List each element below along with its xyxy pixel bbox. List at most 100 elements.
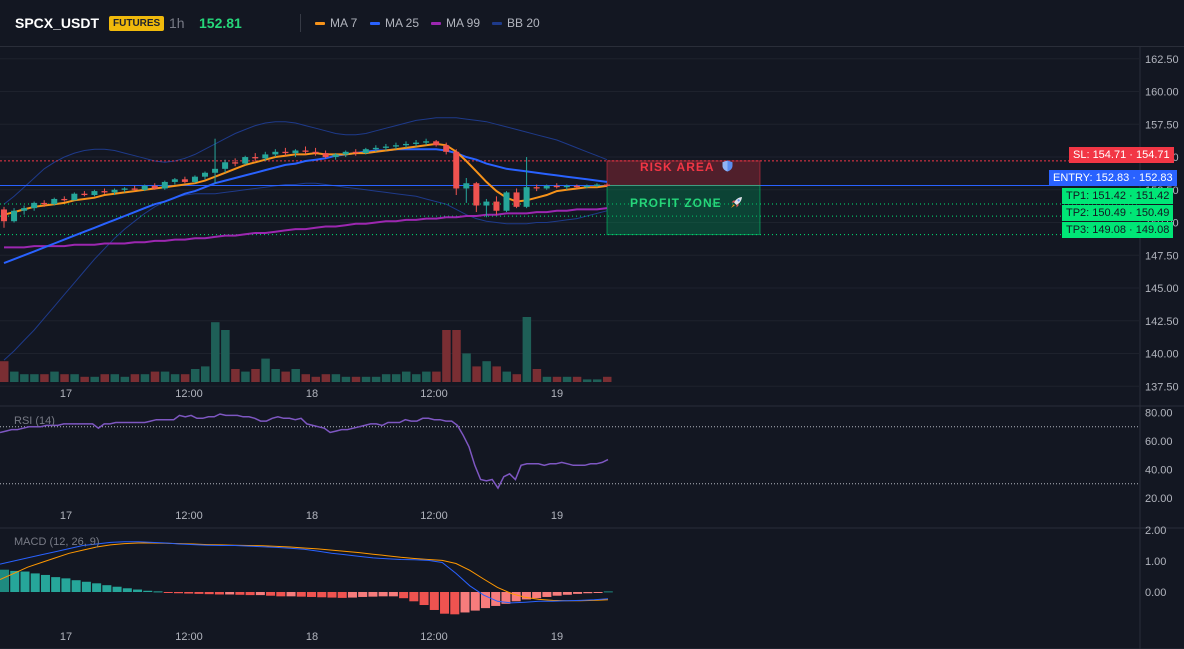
macd-histogram-bar xyxy=(419,592,429,606)
risk-area-text: RISK AREA xyxy=(640,160,715,174)
volume-bar xyxy=(512,374,522,382)
macd-histogram-bar xyxy=(501,592,511,604)
volume-bar xyxy=(150,371,160,382)
macd-histogram-bar xyxy=(30,573,40,592)
volume-bar xyxy=(160,371,170,382)
candle-body xyxy=(121,188,128,190)
entry-price-tag: ENTRY: 152.83 · 152.83 xyxy=(1049,170,1177,186)
candle-body xyxy=(483,201,490,206)
candle-body xyxy=(41,202,48,205)
rsi-tick-label: 80.00 xyxy=(1145,408,1173,420)
legend-bb20[interactable]: BB 20 xyxy=(492,16,540,30)
volume-bar xyxy=(351,376,361,382)
volume-bar xyxy=(582,379,592,382)
ma25-line xyxy=(3,148,608,265)
interval-label[interactable]: 1h xyxy=(169,15,185,31)
volume-bar xyxy=(592,379,602,382)
volume-bar xyxy=(603,376,612,382)
candle-body xyxy=(141,185,148,190)
macd-histogram-bar xyxy=(10,570,20,592)
candle-body xyxy=(151,185,158,189)
macd-histogram-bar xyxy=(194,592,204,594)
volume-bar xyxy=(231,369,240,382)
candle-body xyxy=(312,151,319,154)
volume-bar xyxy=(170,374,180,382)
price-tick-label: 157.50 xyxy=(1145,119,1179,131)
price-tick-label: 142.50 xyxy=(1145,316,1179,328)
volume-bar xyxy=(190,369,200,382)
macd-histogram-bar xyxy=(245,592,255,596)
macd-histogram-bar xyxy=(358,592,368,597)
volume-bar xyxy=(532,369,542,382)
macd-histogram-bar xyxy=(102,585,112,592)
symbol-name[interactable]: SPCX_USDT xyxy=(15,15,100,31)
rsi-tick-label: 60.00 xyxy=(1145,436,1173,448)
macd-tick-label: 0.00 xyxy=(1145,587,1166,599)
volume-bar xyxy=(572,376,582,382)
volume-bar xyxy=(412,374,421,382)
volume-bar xyxy=(221,330,230,382)
macd-histogram-bar xyxy=(276,592,286,597)
macd-histogram-bar xyxy=(163,592,173,593)
macd-histogram-bar xyxy=(133,589,143,592)
macd-histogram-bar xyxy=(583,592,593,594)
candle-body xyxy=(21,208,28,211)
volume-bar xyxy=(361,376,371,382)
candle-body xyxy=(433,141,440,146)
candle-body xyxy=(31,202,38,209)
candle-body xyxy=(302,150,309,152)
macd-histogram-bar xyxy=(480,592,490,609)
price-tick-label: 162.50 xyxy=(1145,54,1179,66)
macd-histogram-bar xyxy=(92,583,102,592)
bb20-swatch xyxy=(492,22,502,26)
time-tick-label: 18 xyxy=(306,510,318,522)
candle-body xyxy=(493,201,500,211)
macd-histogram-bar xyxy=(255,592,265,596)
ma99-line xyxy=(4,207,608,249)
macd-histogram-bar xyxy=(603,591,613,593)
macd-histogram-bar xyxy=(491,592,501,606)
macd-histogram-bar xyxy=(409,592,419,602)
time-tick-label: 12:00 xyxy=(175,631,203,643)
volume-bar xyxy=(432,371,441,382)
macd-histogram-bar xyxy=(204,592,214,595)
candle-body xyxy=(604,184,610,186)
candle-body xyxy=(212,168,219,173)
macd-histogram-bar xyxy=(40,574,50,592)
macd-histogram-bar xyxy=(327,592,337,598)
ma99-swatch xyxy=(431,22,441,26)
volume-bar xyxy=(321,374,331,382)
volume-bar xyxy=(140,374,150,382)
volume-bar xyxy=(502,371,511,382)
time-tick-label: 19 xyxy=(551,510,563,522)
volume-bar xyxy=(482,361,491,382)
macd-histogram-bar xyxy=(296,592,306,597)
sl-price-tag: SL: 154.71 · 154.71 xyxy=(1069,147,1174,163)
risk-area-box xyxy=(606,160,761,186)
volume-bar xyxy=(120,376,130,382)
macd-line xyxy=(0,541,609,604)
volume-bar xyxy=(261,358,270,382)
legend-ma99[interactable]: MA 99 xyxy=(431,16,480,30)
time-tick-label: 19 xyxy=(551,631,563,643)
legend-ma7[interactable]: MA 7 xyxy=(315,16,357,30)
volume-bar xyxy=(381,374,391,382)
volume-bar xyxy=(281,371,290,382)
macd-tick-label: 1.00 xyxy=(1145,556,1166,568)
volume-bar xyxy=(20,374,29,382)
macd-signal-line xyxy=(0,542,609,602)
legend-ma25[interactable]: MA 25 xyxy=(370,16,419,30)
volume-bar xyxy=(110,374,120,382)
macd-histogram-bar xyxy=(235,592,245,595)
time-tick-label: 12:00 xyxy=(420,510,448,522)
volume-bar xyxy=(492,366,501,382)
macd-histogram-bar xyxy=(143,590,153,592)
macd-histogram-bar xyxy=(378,592,388,597)
macd-histogram-bar xyxy=(440,592,450,614)
candle-body xyxy=(583,185,590,188)
volume-bar xyxy=(0,361,9,382)
macd-histogram-bar xyxy=(573,592,583,594)
volume-bar xyxy=(180,374,190,382)
time-tick-label: 12:00 xyxy=(420,631,448,643)
